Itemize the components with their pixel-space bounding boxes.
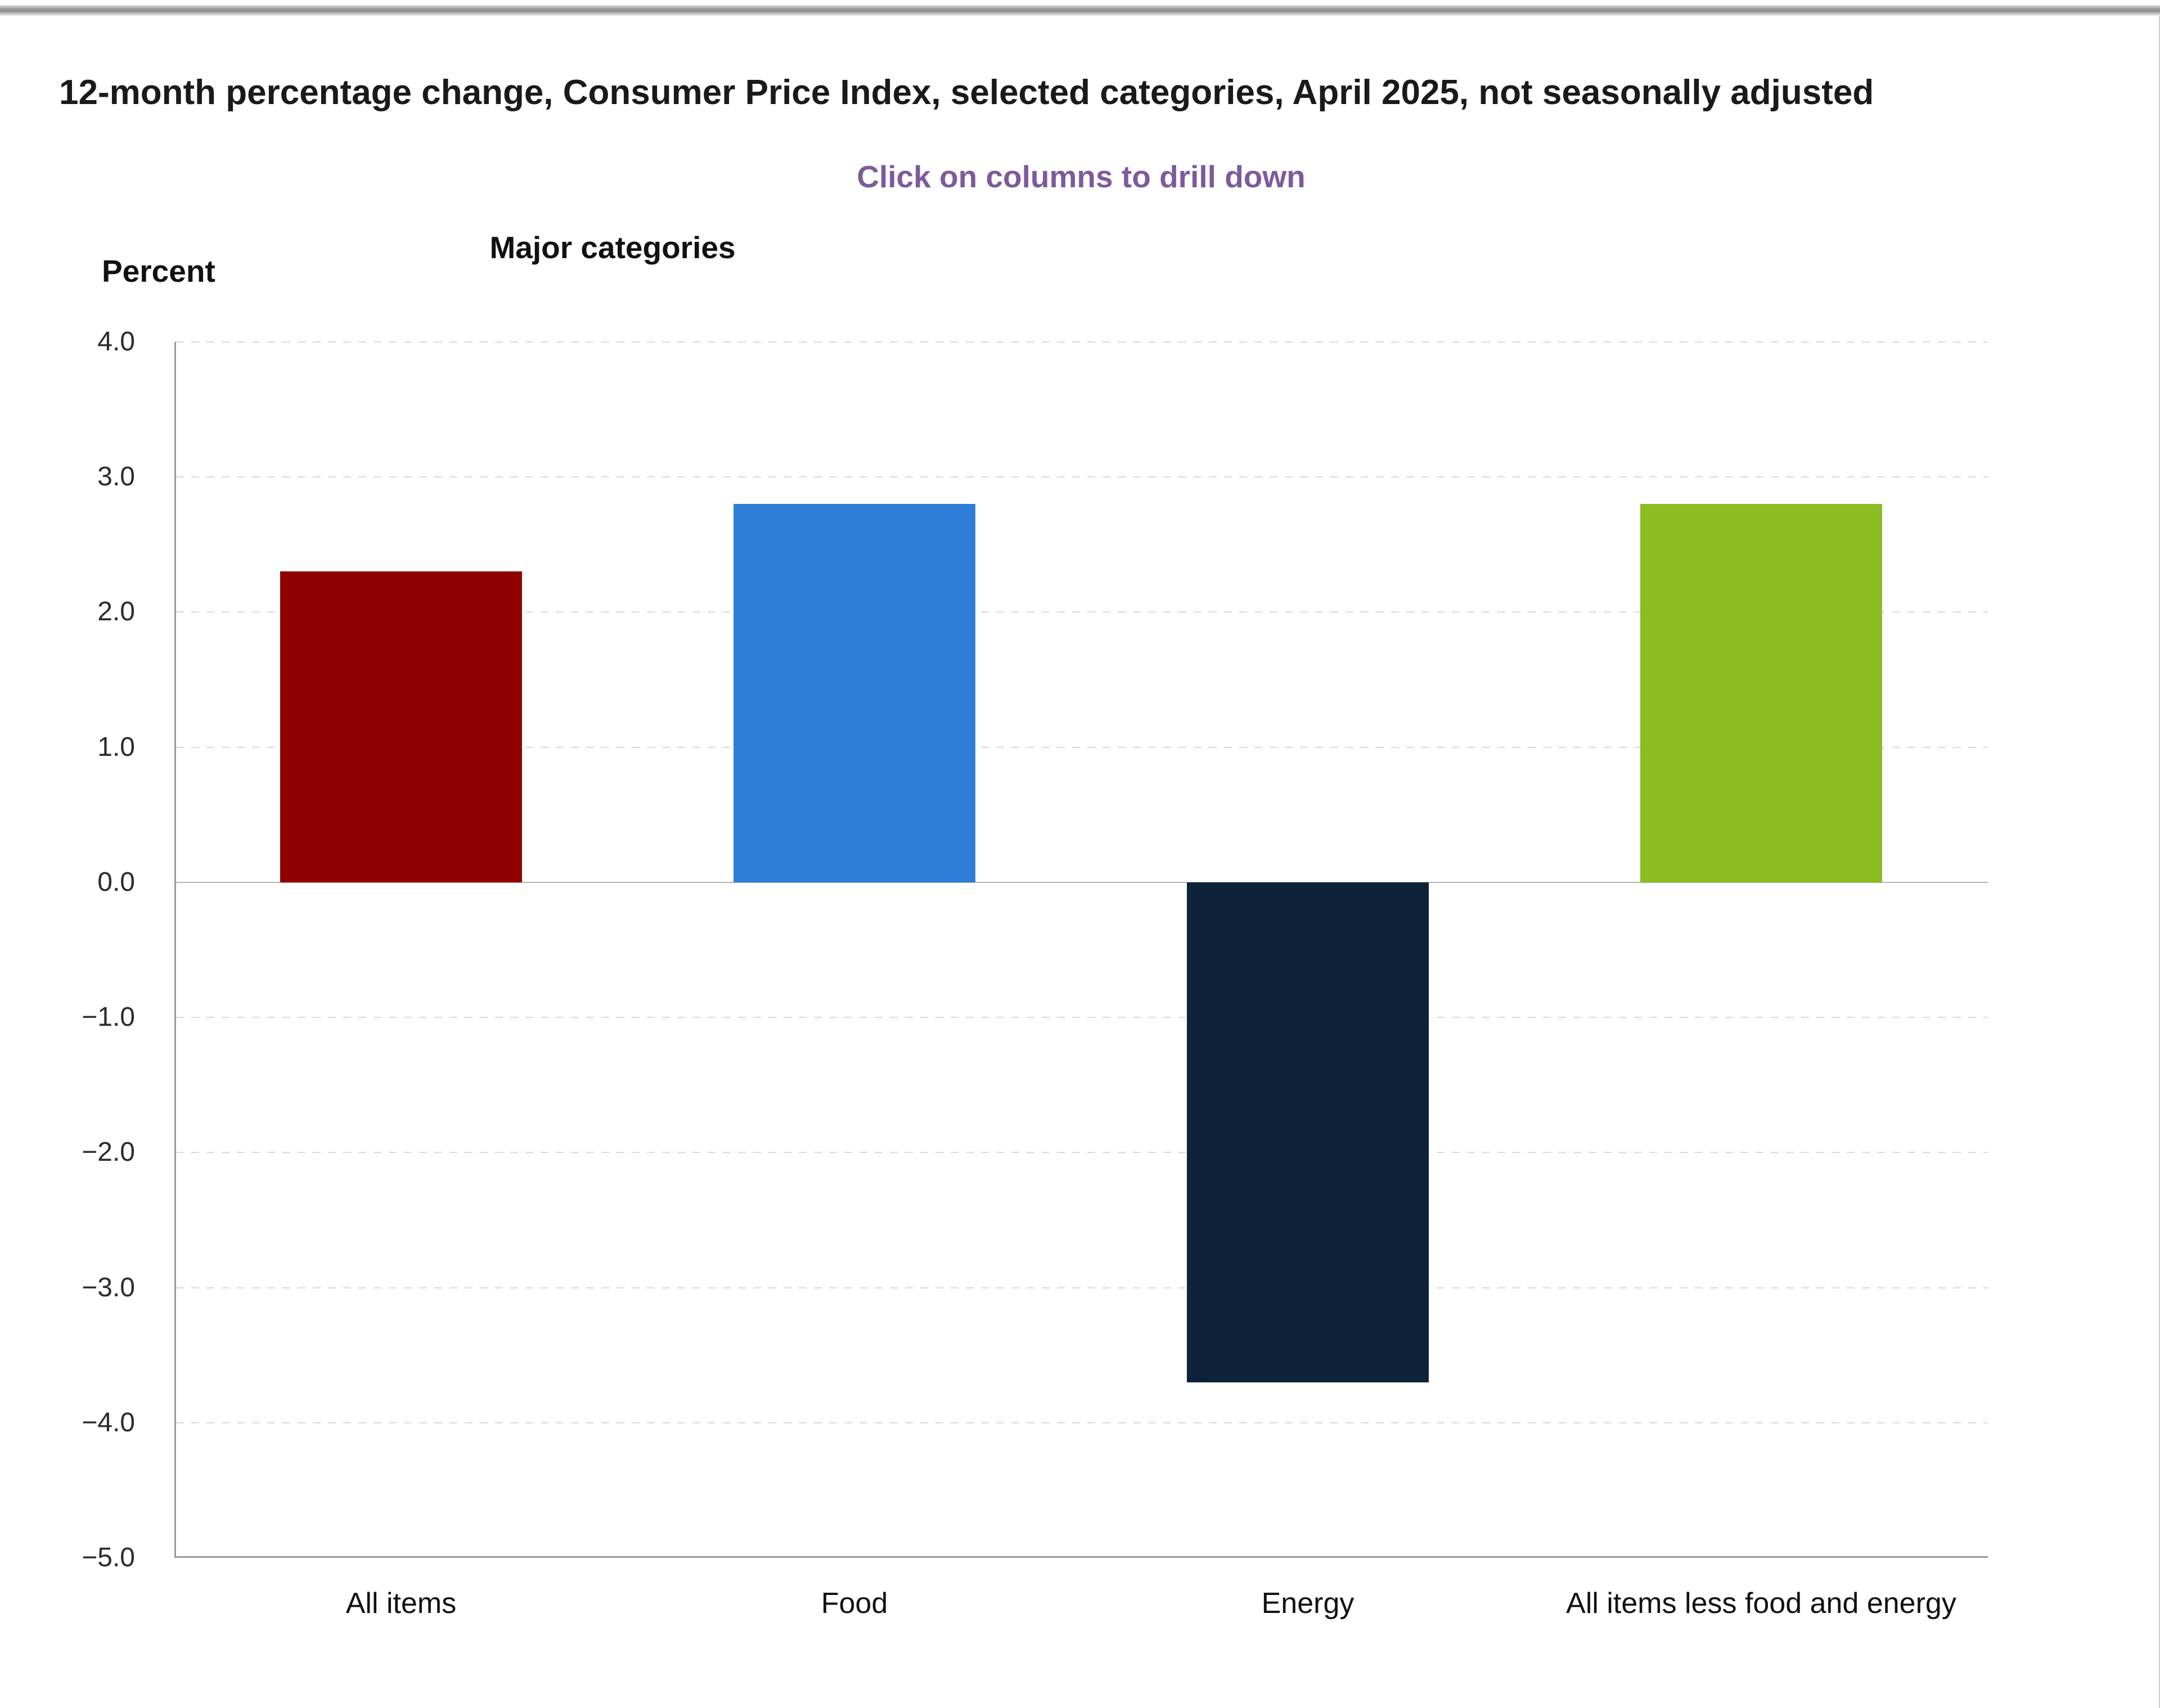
y-tick-label: 4.0: [97, 327, 135, 357]
gridline: [176, 476, 1988, 477]
gridline: [176, 611, 1988, 612]
y-tick-label: −4.0: [82, 1408, 135, 1437]
y-tick-label: 3.0: [97, 462, 135, 492]
bar-energy[interactable]: [1187, 882, 1429, 1382]
chart-subtitle-drilldown-hint: Click on columns to drill down: [857, 159, 1306, 194]
window-divider-bar: [0, 5, 2160, 16]
x-category-label: Food: [821, 1587, 888, 1620]
y-axis-title: Percent: [102, 254, 215, 289]
x-axis-title: Major categories: [489, 230, 736, 265]
y-tick-label: −3.0: [82, 1273, 135, 1303]
chart-title: 12-month percentage change, Consumer Pri…: [59, 73, 1874, 112]
y-tick-label: 2.0: [97, 597, 135, 627]
gridline: [176, 747, 1988, 748]
y-tick-label: −2.0: [82, 1137, 135, 1167]
y-tick-label: 0.0: [97, 867, 135, 897]
x-category-label: All items: [345, 1587, 457, 1620]
x-axis-line: [174, 1556, 1988, 1558]
gridline: [176, 1422, 1988, 1423]
chart-plot-area: [174, 341, 1988, 1558]
y-axis-line: [174, 342, 176, 1558]
y-tick-label: 1.0: [97, 732, 135, 762]
gridline: [176, 1152, 1988, 1153]
x-category-label: Energy: [1261, 1587, 1354, 1620]
gridline: [176, 1017, 1988, 1018]
bar-all-items[interactable]: [280, 571, 522, 882]
window-right-border: [2159, 16, 2160, 1708]
y-tick-label: −5.0: [82, 1543, 135, 1572]
gridline: [176, 341, 1988, 342]
y-axis-tick-labels: 4.0 3.0 2.0 1.0 0.0 −1.0 −2.0 −3.0 −4.0 −5.0: [11, 0, 135, 1708]
zero-gridline: [176, 882, 1988, 883]
gridline: [176, 1287, 1988, 1288]
bar-all-items-less-food-and-energy[interactable]: [1640, 504, 1882, 882]
y-tick-label: −1.0: [82, 1002, 135, 1032]
x-category-label: All items less food and energy: [1566, 1587, 1956, 1620]
bar-food[interactable]: [734, 504, 975, 882]
